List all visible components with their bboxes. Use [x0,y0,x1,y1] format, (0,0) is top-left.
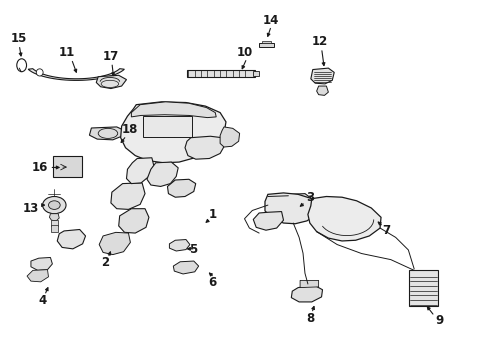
Polygon shape [147,162,178,186]
Bar [253,71,259,76]
Polygon shape [220,127,239,147]
Text: 3: 3 [305,192,314,204]
Polygon shape [288,194,310,207]
Text: 5: 5 [189,243,197,256]
Text: 7: 7 [381,224,389,237]
Polygon shape [184,136,224,159]
Bar [53,156,81,177]
Circle shape [42,197,66,214]
Text: 16: 16 [31,161,48,174]
Bar [259,43,273,46]
Polygon shape [253,212,283,230]
Polygon shape [121,102,225,163]
Text: 9: 9 [434,314,443,327]
Text: 17: 17 [102,50,118,63]
Bar [261,41,271,43]
Polygon shape [28,69,124,80]
Polygon shape [291,285,322,302]
Polygon shape [300,280,318,288]
Polygon shape [27,270,48,282]
Text: 12: 12 [311,35,327,49]
Text: 8: 8 [305,311,314,325]
Polygon shape [289,206,302,216]
Ellipse shape [36,69,43,76]
Text: 2: 2 [102,256,109,269]
Text: 18: 18 [122,123,138,136]
Polygon shape [119,209,149,233]
Polygon shape [96,75,126,89]
Polygon shape [49,214,59,221]
Polygon shape [89,127,124,140]
Bar [186,69,255,77]
Text: 15: 15 [11,32,27,45]
Circle shape [48,201,60,210]
Text: 13: 13 [23,202,39,215]
Polygon shape [57,229,85,249]
Text: 10: 10 [236,46,252,59]
Polygon shape [111,183,145,210]
Polygon shape [264,193,318,224]
Text: 14: 14 [263,14,279,27]
Text: 6: 6 [208,276,217,289]
Polygon shape [316,86,328,95]
Polygon shape [307,197,380,241]
Text: 1: 1 [208,208,216,221]
Polygon shape [31,257,52,270]
Bar [143,116,191,137]
Bar [51,220,58,226]
Bar [51,225,58,231]
Polygon shape [131,102,216,118]
Polygon shape [167,179,195,197]
Polygon shape [310,68,333,84]
Polygon shape [99,232,130,255]
Polygon shape [173,261,198,274]
Text: 11: 11 [58,46,75,59]
Text: 4: 4 [38,294,46,307]
Polygon shape [126,158,154,184]
Polygon shape [169,239,189,251]
Bar [408,270,437,306]
